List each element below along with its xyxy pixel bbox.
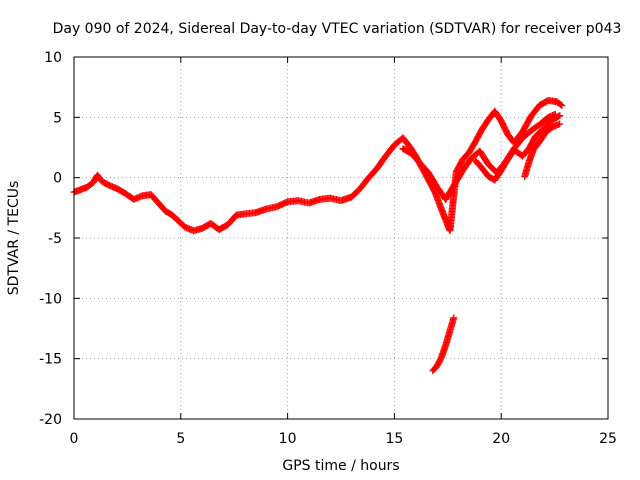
y-tick-label: 10	[44, 50, 62, 66]
x-tick-label: 5	[176, 431, 185, 447]
data-point	[556, 120, 564, 128]
y-tick-label: -10	[39, 291, 62, 307]
data-point	[556, 112, 564, 120]
y-tick-label: -5	[48, 231, 62, 247]
data-series	[70, 96, 566, 375]
y-tick-label: -15	[39, 352, 62, 368]
y-tick-label: 5	[53, 110, 62, 126]
axis-ticks	[73, 56, 609, 420]
axis-tick-labels: 0 5 10 15 20 25 -20 -15 -10 -5 0 5 10	[39, 50, 617, 447]
data-point	[558, 102, 566, 110]
x-tick-label: 15	[385, 431, 403, 447]
x-tick-label: 10	[279, 431, 297, 447]
x-tick-label: 20	[492, 431, 510, 447]
x-tick-label: 0	[70, 431, 79, 447]
chart-title: Day 090 of 2024, Sidereal Day-to-day VTE…	[53, 21, 622, 37]
grid-lines	[74, 57, 608, 419]
data-point	[557, 101, 565, 109]
x-tick-label: 25	[599, 431, 617, 447]
y-tick-label: 0	[53, 171, 62, 187]
x-axis-label: GPS time / hours	[282, 458, 399, 474]
data-point	[555, 112, 563, 120]
y-axis-label: SDTVAR / TECUs	[6, 181, 22, 296]
data-point	[450, 314, 458, 322]
y-tick-label: -20	[39, 412, 62, 428]
